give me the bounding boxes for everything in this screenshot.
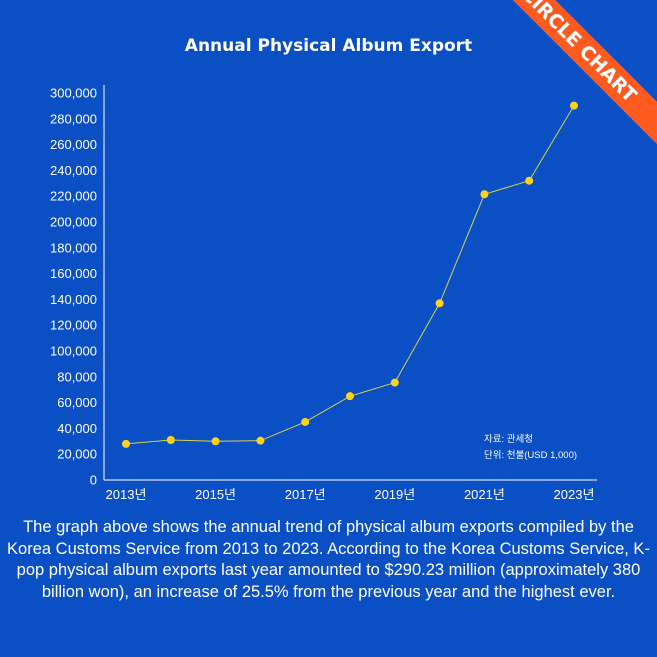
data-point bbox=[435, 299, 444, 308]
y-tick-label: 260,000 bbox=[50, 137, 97, 152]
y-tick-label: 200,000 bbox=[50, 215, 97, 230]
y-axis-ticks: 0 20,000 40,000 60,000 80,000 100,000 120,000 1… bbox=[50, 86, 97, 488]
y-tick-label: 180,000 bbox=[50, 240, 97, 255]
x-axis-ticks: 2013년 2015년 2017년 2019년 2021년 2023년 bbox=[106, 487, 595, 502]
data-point bbox=[525, 176, 534, 185]
chart-title: Annual Physical Album Export bbox=[184, 36, 473, 56]
x-tick-label: 2019년 bbox=[374, 487, 415, 502]
y-tick-label: 120,000 bbox=[50, 318, 97, 333]
data-point bbox=[570, 101, 578, 110]
data-point bbox=[256, 436, 265, 445]
y-tick-label: 40,000 bbox=[57, 421, 97, 436]
x-tick-label: 2023년 bbox=[554, 487, 595, 502]
data-point bbox=[122, 439, 130, 448]
data-point bbox=[166, 436, 175, 445]
series bbox=[122, 101, 578, 448]
y-tick-label: 20,000 bbox=[57, 447, 97, 462]
x-tick-label: 2015년 bbox=[195, 487, 236, 502]
x-tick-label: 2017년 bbox=[285, 487, 326, 502]
data-point bbox=[390, 378, 399, 387]
y-tick-label: 0 bbox=[90, 473, 97, 488]
y-tick-label: 60,000 bbox=[57, 395, 97, 410]
y-tick-label: 100,000 bbox=[50, 344, 97, 359]
y-tick-label: 160,000 bbox=[50, 266, 97, 281]
caption-text: The graph above shows the annual trend o… bbox=[7, 518, 650, 601]
y-tick-label: 140,000 bbox=[50, 292, 97, 307]
x-tick-label: 2013년 bbox=[106, 487, 147, 502]
axes bbox=[103, 85, 597, 481]
y-tick-label: 220,000 bbox=[50, 189, 97, 204]
y-tick-label: 300,000 bbox=[50, 86, 97, 101]
data-point bbox=[346, 392, 354, 401]
data-point bbox=[211, 437, 220, 446]
data-point bbox=[480, 190, 489, 199]
data-point bbox=[301, 417, 310, 426]
x-tick-label: 2021년 bbox=[464, 487, 505, 502]
y-tick-label: 280,000 bbox=[50, 111, 97, 126]
source-note: 자료: 관세청 bbox=[484, 434, 533, 445]
y-tick-label: 80,000 bbox=[57, 369, 97, 384]
unit-note: 단위: 천불(USD 1,000) bbox=[484, 449, 577, 461]
y-tick-label: 240,000 bbox=[50, 163, 97, 178]
